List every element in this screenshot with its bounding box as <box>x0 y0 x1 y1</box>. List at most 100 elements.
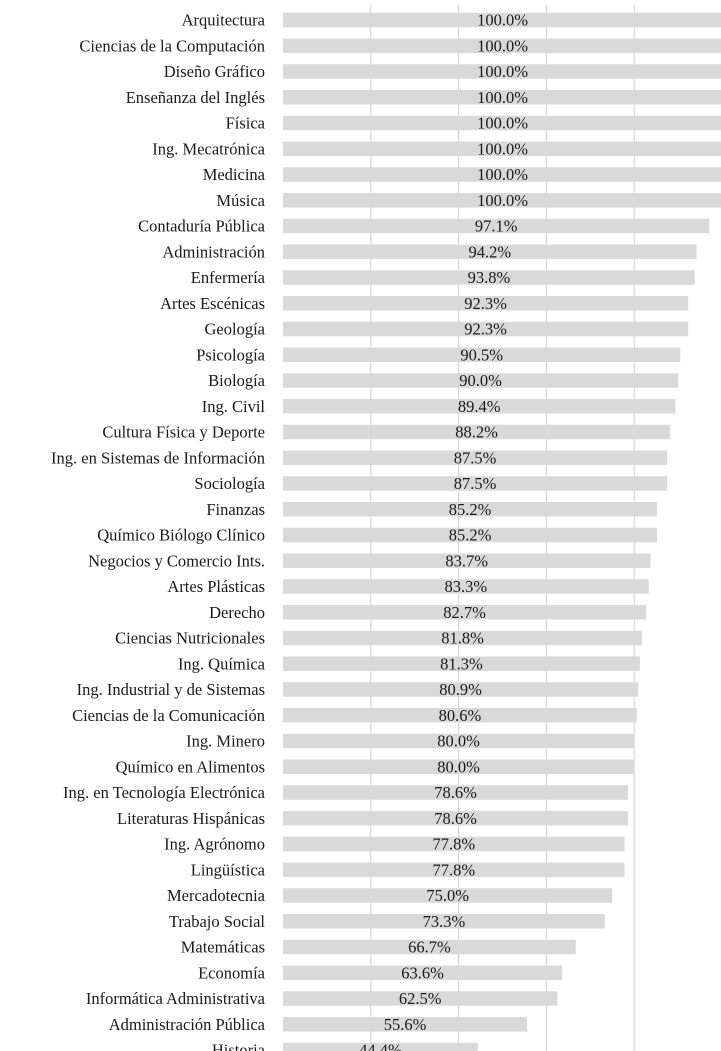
category-label: Psicología <box>196 345 265 364</box>
category-label: Artes Plásticas <box>167 577 265 596</box>
bar <box>283 450 668 465</box>
category-label: Artes Escénicas <box>160 294 265 313</box>
category-label: Medicina <box>203 165 266 184</box>
value-label: 100.0% <box>477 139 528 158</box>
value-label: 73.3% <box>423 912 466 931</box>
category-label: Ciencias de la Comunicación <box>72 706 265 725</box>
bar <box>283 12 721 28</box>
bar <box>283 347 681 362</box>
value-label: 80.0% <box>437 757 480 776</box>
category-label: Enseñanza del Inglés <box>126 88 265 107</box>
value-label: 62.5% <box>399 989 442 1008</box>
value-label: 100.0% <box>477 88 528 107</box>
bar <box>283 1017 528 1032</box>
bar <box>283 38 721 53</box>
bar <box>283 553 651 568</box>
bar <box>283 90 721 105</box>
category-label: Mercadotecnia <box>167 886 266 905</box>
value-label: 78.6% <box>434 809 477 828</box>
category-label: Ing. Agrónomo <box>164 835 265 854</box>
category-label: Lingüística <box>191 860 266 879</box>
bar <box>283 785 629 800</box>
bar <box>283 64 721 79</box>
category-label: Sociología <box>194 474 265 493</box>
category-label: Ciencias Nutricionales <box>115 629 265 648</box>
bar <box>283 1042 478 1051</box>
bar <box>283 888 613 903</box>
value-labels: 100.0% 100.0% 100.0% 100.0% 100.0% 100.0% 100.… <box>359 11 528 1051</box>
category-label: Trabajo Social <box>169 912 266 931</box>
value-label: 82.7% <box>443 603 486 622</box>
bar <box>283 218 710 234</box>
bar <box>283 321 689 337</box>
value-label: 100.0% <box>477 114 528 133</box>
category-label: Administración <box>162 242 265 261</box>
value-label: 92.3% <box>464 320 507 339</box>
bar <box>283 733 635 749</box>
value-label: 90.0% <box>459 371 502 390</box>
bar <box>283 476 668 491</box>
bar <box>283 939 576 955</box>
category-label: Químico Biólogo Clínico <box>97 526 265 545</box>
category-label: Cultura Física y Deporte <box>102 423 265 442</box>
category-label: Ing. Industrial y de Sistemas <box>77 680 265 699</box>
value-label: 44.4% <box>359 1041 402 1051</box>
category-label: Literaturas Hispánicas <box>117 809 265 828</box>
category-label: Historia <box>212 1041 266 1051</box>
value-label: 87.5% <box>454 474 497 493</box>
value-label: 83.7% <box>445 551 488 570</box>
category-labels: Arquitectura Ciencias de la Computación Di… <box>51 11 266 1051</box>
category-label: Administración Pública <box>109 1015 266 1034</box>
bar <box>283 914 605 929</box>
category-label: Ing. en Sistemas de Información <box>51 448 265 467</box>
category-label: Ciencias de la Computación <box>79 36 265 55</box>
value-label: 90.5% <box>460 345 503 364</box>
bar <box>283 759 635 774</box>
category-label: Enfermería <box>191 268 266 287</box>
bar <box>283 502 658 517</box>
bar <box>283 811 629 826</box>
bar <box>283 141 721 156</box>
category-label: Arquitectura <box>182 11 266 30</box>
bar <box>283 836 625 852</box>
category-label: Biología <box>208 371 266 390</box>
value-label: 85.2% <box>449 500 492 519</box>
value-label: 93.8% <box>468 268 511 287</box>
bar <box>283 656 640 671</box>
bar <box>283 862 625 877</box>
bar <box>283 605 647 620</box>
category-label: Derecho <box>209 603 265 622</box>
bar <box>283 682 639 697</box>
category-label: Matemáticas <box>181 938 265 957</box>
value-label: 75.0% <box>426 886 469 905</box>
value-label: 78.6% <box>434 783 477 802</box>
value-label: 81.8% <box>441 629 484 648</box>
value-label: 87.5% <box>454 448 497 467</box>
category-label: Ing. Mecatrónica <box>152 139 265 158</box>
bar <box>283 708 637 723</box>
value-label: 80.6% <box>439 706 482 725</box>
value-label: 94.2% <box>468 242 511 261</box>
value-label: 55.6% <box>384 1015 427 1034</box>
bar <box>283 424 671 440</box>
bar <box>283 193 721 208</box>
value-label: 81.3% <box>440 654 483 673</box>
value-label: 80.9% <box>439 680 482 699</box>
bar <box>283 399 676 414</box>
bars <box>283 12 721 1051</box>
category-label: Física <box>226 114 266 133</box>
value-label: 92.3% <box>464 294 507 313</box>
value-label: 97.1% <box>475 217 518 236</box>
value-label: 100.0% <box>477 62 528 81</box>
category-label: Economía <box>198 963 266 982</box>
value-label: 100.0% <box>477 36 528 55</box>
bar <box>283 630 643 646</box>
category-label: Ing. Civil <box>202 397 266 416</box>
value-label: 88.2% <box>455 423 498 442</box>
bar <box>283 167 721 182</box>
value-label: 77.8% <box>432 835 475 854</box>
category-label: Finanzas <box>206 500 265 519</box>
value-label: 100.0% <box>477 11 528 30</box>
value-label: 100.0% <box>477 165 528 184</box>
